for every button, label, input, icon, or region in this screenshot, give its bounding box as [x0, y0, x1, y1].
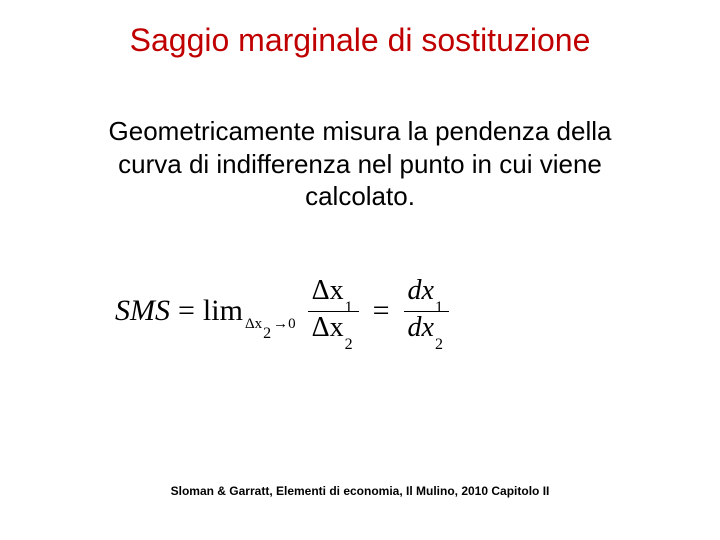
lim-text: lim — [203, 294, 243, 328]
slide: Saggio marginale di sostituzione Geometr… — [0, 0, 720, 540]
frac2-num-sub: 1 — [435, 299, 443, 316]
frac1-num-sym: Δx — [312, 275, 344, 306]
lim-condition: Δx2→0 — [245, 316, 296, 337]
limit-operator: lim Δx2→0 — [203, 294, 302, 329]
frac2-den-sub: 2 — [435, 336, 443, 353]
frac1-den-sym: Δx — [312, 312, 344, 343]
equals-sign-1: = — [178, 294, 195, 328]
frac2-den-sym: dx — [408, 312, 434, 343]
lim-var-sub: 2 — [263, 325, 271, 342]
fraction-2: dx1 dx2 — [404, 275, 449, 348]
footer-citation: Sloman & Garratt, Elementi di economia, … — [0, 484, 720, 498]
fraction-1-denominator: Δx2 — [308, 312, 359, 348]
slide-title: Saggio marginale di sostituzione — [0, 22, 720, 59]
fraction-1: Δx1 Δx2 — [308, 275, 359, 348]
frac1-num-sub: 1 — [345, 299, 353, 316]
lim-arrow: →0 — [273, 316, 296, 332]
lim-var: Δx — [245, 316, 262, 332]
formula-lhs: SMS — [115, 294, 170, 328]
body-paragraph: Geometricamente misura la pendenza della… — [75, 115, 645, 213]
formula: SMS = lim Δx2→0 Δx1 Δx2 = dx1 dx2 — [115, 275, 455, 348]
frac2-num-sym: dx — [408, 275, 434, 306]
equals-sign-2: = — [373, 294, 390, 328]
fraction-2-denominator: dx2 — [404, 312, 449, 348]
fraction-2-numerator: dx1 — [404, 275, 449, 311]
fraction-1-numerator: Δx1 — [308, 275, 359, 311]
frac1-den-sub: 2 — [345, 336, 353, 353]
